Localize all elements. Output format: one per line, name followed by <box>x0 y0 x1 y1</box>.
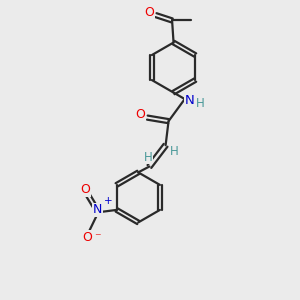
Text: O: O <box>145 6 154 19</box>
Text: H: H <box>144 151 152 164</box>
Text: H: H <box>196 97 204 110</box>
Text: O: O <box>82 230 92 244</box>
Text: O: O <box>80 183 90 196</box>
Text: +: + <box>104 196 113 206</box>
Text: ⁻: ⁻ <box>94 231 101 244</box>
Text: O: O <box>136 108 146 121</box>
Text: N: N <box>185 94 195 107</box>
Text: H: H <box>169 145 178 158</box>
Text: N: N <box>92 203 102 216</box>
